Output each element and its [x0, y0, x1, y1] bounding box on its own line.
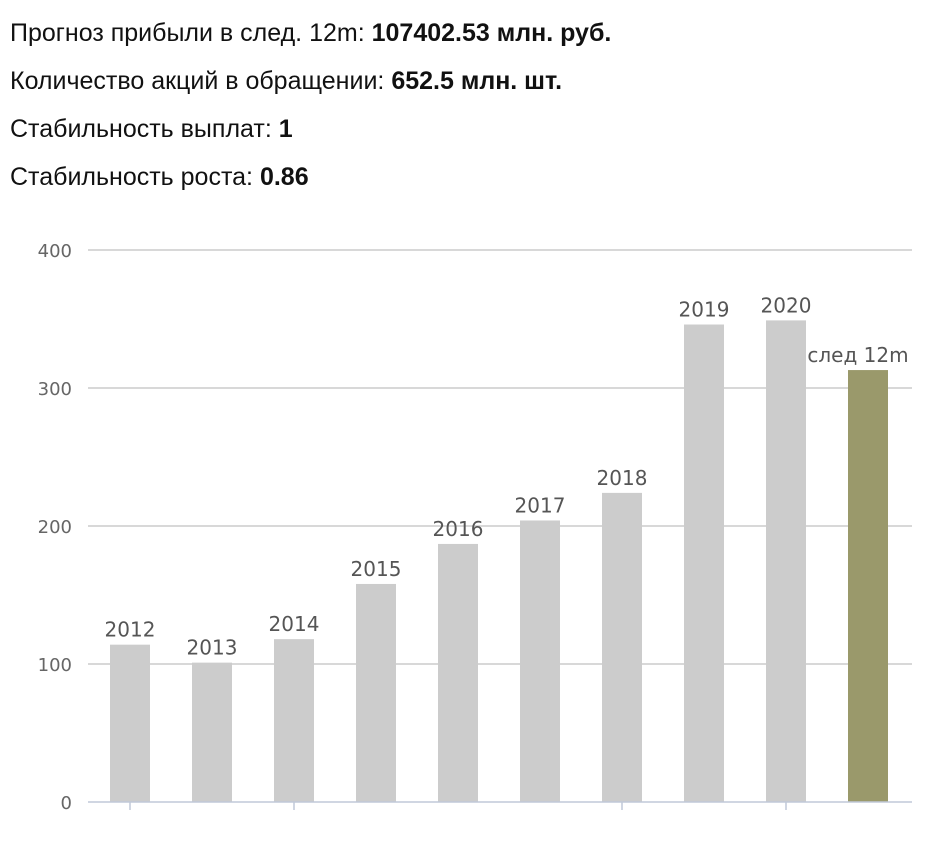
bar [356, 583, 396, 802]
bar [438, 543, 478, 802]
bar-category-label: 2018 [597, 466, 648, 490]
y-axis-ticks: 0 100 200 300 400 [38, 241, 72, 814]
growth-stability-line: Стабильность роста: 0.86 [10, 158, 930, 206]
bars [110, 320, 888, 802]
bar [274, 639, 314, 802]
bar-forecast [848, 370, 888, 802]
y-tick-label: 300 [38, 379, 72, 400]
bar-category-label: 2013 [187, 636, 238, 660]
x-axis [88, 801, 912, 810]
bar [602, 492, 642, 802]
payout-stability-label: Стабильность выплат: [10, 115, 279, 143]
payout-stability-line: Стабильность выплат: 1 [10, 110, 930, 158]
forecast-profit-label: Прогноз прибыли в след. 12m: [10, 19, 372, 47]
bar [520, 520, 560, 802]
bar [684, 324, 724, 802]
growth-stability-value: 0.86 [259, 163, 309, 191]
chart-container: 0 100 200 300 400 2012 2013 2014 2015 2016 2017 20… [0, 220, 942, 844]
bar-category-label: 2015 [351, 557, 402, 581]
shares-outstanding-value: 652.5 млн. шт. [391, 67, 563, 95]
bar [192, 662, 232, 802]
bar-category-label: след 12m [807, 343, 908, 367]
y-tick-label: 100 [38, 655, 72, 676]
bar [766, 320, 806, 802]
growth-stability-label: Стабильность роста: [10, 163, 260, 191]
bar-category-label: 2017 [515, 493, 566, 517]
shares-outstanding-line: Количество акций в обращении: 652.5 млн.… [10, 62, 930, 110]
bar-labels: 2012 2013 2014 2015 2016 2017 2018 2019 2020 след… [105, 293, 909, 659]
y-tick-label: 200 [38, 517, 72, 538]
bar [110, 644, 150, 802]
y-tick-label: 0 [61, 793, 72, 814]
bar-category-label: 2012 [105, 618, 156, 642]
bar-category-label: 2014 [269, 612, 320, 636]
shares-outstanding-label: Количество акций в обращении: [10, 67, 392, 95]
y-tick-label: 400 [38, 241, 72, 262]
stats-block: Прогноз прибыли в след. 12m: 107402.53 м… [10, 14, 930, 206]
bar-category-label: 2020 [761, 293, 812, 317]
bar-category-label: 2016 [433, 517, 484, 541]
payout-stability-value: 1 [278, 115, 293, 143]
bar-category-label: 2019 [679, 298, 730, 322]
forecast-profit-line: Прогноз прибыли в след. 12m: 107402.53 м… [10, 14, 930, 62]
forecast-profit-value: 107402.53 млн. руб. [371, 19, 612, 47]
